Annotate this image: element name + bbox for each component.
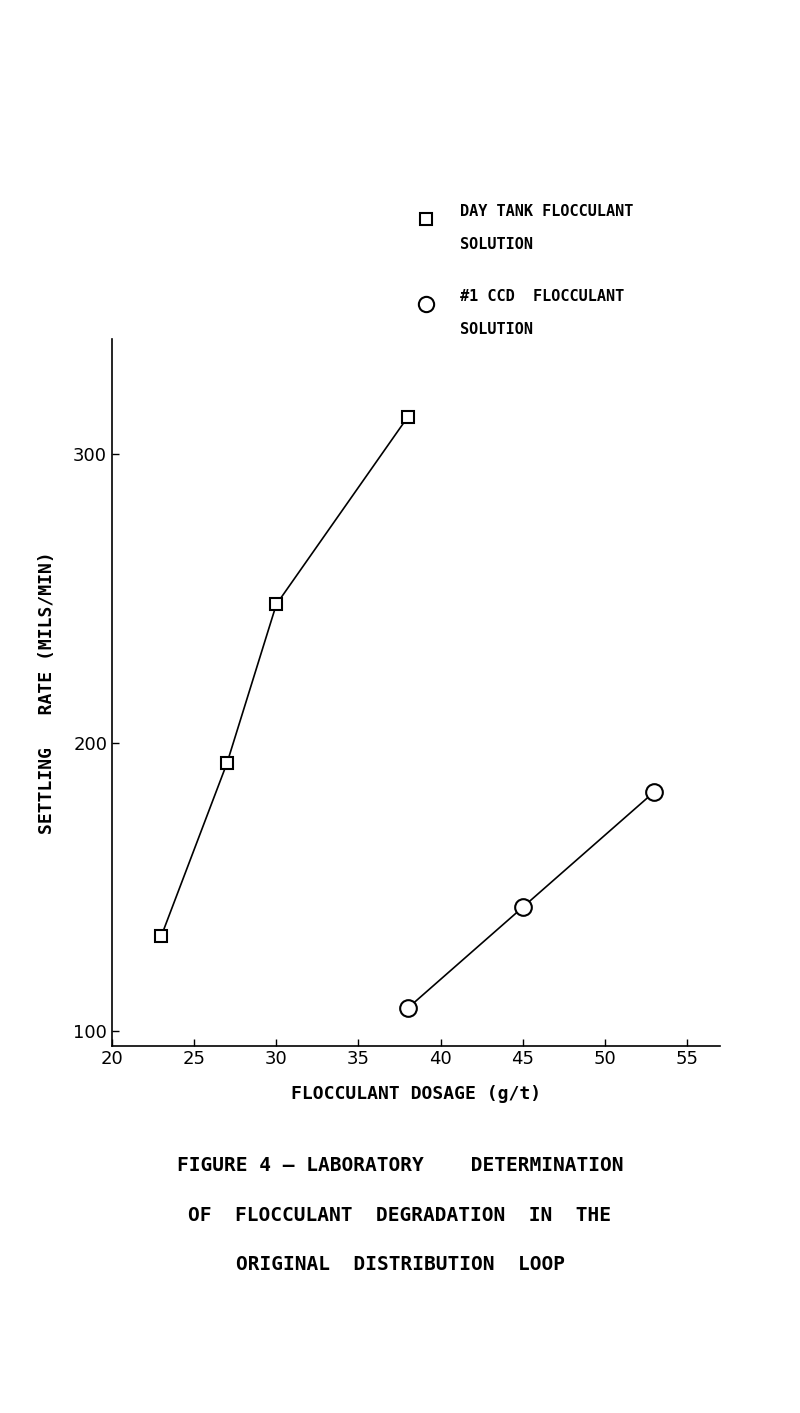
Text: SOLUTION: SOLUTION [460, 237, 533, 252]
Text: #1 CCD  FLOCCULANT: #1 CCD FLOCCULANT [460, 290, 624, 304]
Text: ORIGINAL  DISTRIBUTION  LOOP: ORIGINAL DISTRIBUTION LOOP [235, 1255, 565, 1275]
Text: SOLUTION: SOLUTION [460, 322, 533, 336]
Text: OF  FLOCCULANT  DEGRADATION  IN  THE: OF FLOCCULANT DEGRADATION IN THE [189, 1205, 611, 1225]
Y-axis label: SETTLING   RATE (MILS/MIN): SETTLING RATE (MILS/MIN) [38, 551, 57, 834]
Text: DAY TANK FLOCCULANT: DAY TANK FLOCCULANT [460, 205, 634, 219]
X-axis label: FLOCCULANT DOSAGE (g/t): FLOCCULANT DOSAGE (g/t) [291, 1085, 541, 1104]
Text: FIGURE 4 – LABORATORY    DETERMINATION: FIGURE 4 – LABORATORY DETERMINATION [177, 1156, 623, 1176]
